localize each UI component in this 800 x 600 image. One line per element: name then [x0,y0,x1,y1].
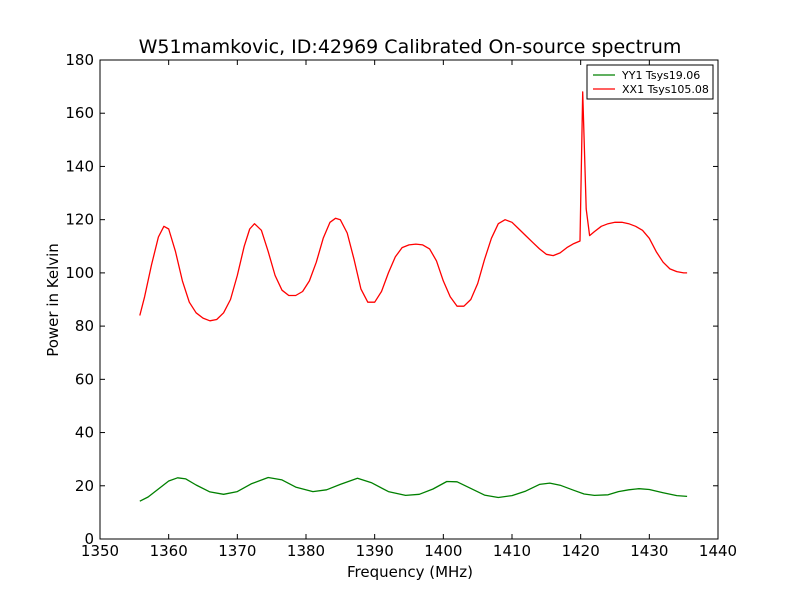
y-tick-label: 60 [75,370,94,388]
x-tick-label: 1430 [630,542,668,560]
series-line-1 [139,91,688,322]
legend-label-1: XX1 Tsys105.08 [622,83,709,96]
series-line-0 [139,476,688,502]
plot-area [99,59,719,540]
y-tick-label: 120 [65,211,94,229]
x-axis-label: Frequency (MHz) [347,563,473,581]
y-tick-label: 180 [65,51,94,69]
legend-label-0: YY1 Tsys19.06 [621,69,700,82]
y-tick-label: 140 [65,157,94,175]
x-tick-label: 1440 [699,542,737,560]
chart-title: W51mamkovic, ID:42969 Calibrated On-sour… [139,36,682,58]
x-tick-label: 1420 [562,542,600,560]
y-tick-label: 80 [75,317,94,335]
y-axis-label: Power in Kelvin [44,243,62,357]
y-tick-label: 0 [84,530,94,548]
ticks-layer: 1350 1360 1370 1380 1390 1400 1410 1420 1430 1440… [65,51,737,560]
x-tick-label: 1400 [424,542,462,560]
y-tick-label: 100 [65,264,94,282]
x-tick-label: 1380 [287,542,325,560]
x-tick-label: 1410 [493,542,531,560]
legend-box [586,64,714,100]
x-tick-label: 1390 [356,542,394,560]
x-tick-label: 1350 [81,542,119,560]
y-tick-label: 40 [75,424,94,442]
x-tick-label: 1360 [150,542,188,560]
series-layer [139,91,688,502]
x-tick-label: 1370 [218,542,256,560]
y-tick-label: 160 [65,104,94,122]
y-tick-label: 20 [75,477,94,495]
